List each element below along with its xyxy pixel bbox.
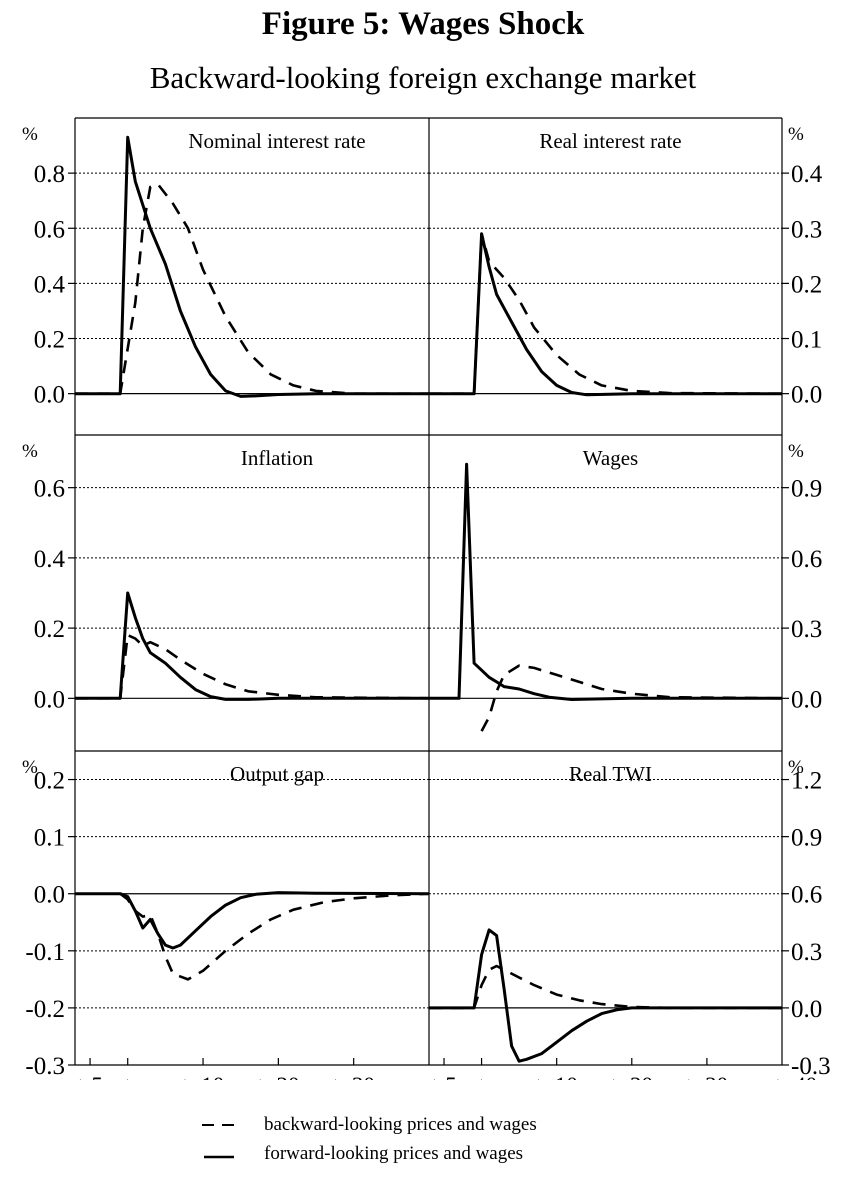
y-unit-label: % [788, 124, 804, 145]
y-tick-label: 0.9 [791, 825, 822, 852]
series-line-dashed [429, 964, 782, 1010]
series-line-solid [75, 591, 429, 701]
series-line-dashed [119, 892, 430, 981]
legend-item-dashed: backward-looking prices and wages [200, 1110, 537, 1139]
x-tick-label: t-5 [431, 1073, 457, 1080]
y-unit-label: % [22, 124, 38, 145]
panel-middle-right: 0.0 0.3 0.6 0.9% Wages [429, 441, 822, 732]
y-tick-label: -0.3 [25, 1053, 65, 1080]
series-line-dashed [480, 664, 783, 732]
legend: backward-looking prices and wages forwar… [200, 1110, 537, 1168]
y-tick-label: 0.6 [34, 476, 65, 503]
panel-title: Inflation [241, 446, 314, 470]
y-unit-label: % [22, 757, 38, 778]
y-tick-label: 0.3 [791, 616, 822, 643]
series-line-solid [75, 135, 429, 398]
legend-item-solid: forward-looking prices and wages [200, 1139, 537, 1168]
x-tick-label: t+30 [332, 1073, 374, 1080]
y-tick-label: -0.2 [25, 996, 65, 1023]
panel-title: Nominal interest rate [188, 129, 365, 153]
series-line-solid [429, 232, 782, 397]
solid-line-icon [204, 1155, 234, 1158]
panel-title: Real interest rate [539, 129, 681, 153]
series-line-dashed [75, 633, 430, 700]
y-tick-label: 0.4 [791, 161, 823, 188]
y-tick-label: 0.3 [791, 216, 822, 243]
y-tick-label: 0.6 [791, 546, 822, 573]
legend-label-solid: forward-looking prices and wages [264, 1143, 524, 1164]
series-line-solid [429, 462, 782, 701]
figure-title: Figure 5: Wages Shock [261, 6, 585, 42]
y-unit-label: % [22, 441, 38, 462]
y-tick-label: 0.0 [791, 382, 822, 409]
panel-bottom-left: -0.3 -0.2 -0.1 0.0 0.1 0.2% Output gap [22, 757, 430, 1080]
x-tick-label: t+30 [686, 1073, 728, 1080]
dashed-line-icon [202, 1123, 234, 1126]
y-tick-label: 0.3 [791, 939, 822, 966]
x-tick-label: t+40 [775, 1073, 817, 1080]
x-tick-label: t+20 [257, 1073, 299, 1080]
y-tick-label: 0.6 [34, 216, 65, 243]
series-line-dashed [75, 182, 429, 395]
y-tick-label: 0.2 [34, 327, 65, 354]
x-tick-label: t+20 [611, 1073, 653, 1080]
y-tick-label: 1.2 [791, 768, 822, 795]
panel-top-right: 0.0 0.1 0.2 0.3 0.4% Real interest rate [429, 124, 823, 409]
y-tick-label: 0.0 [791, 686, 822, 713]
series-line-solid [75, 891, 430, 950]
y-tick-label: 0.0 [34, 382, 65, 409]
y-tick-label: 0.0 [34, 882, 65, 909]
x-tick-label: t [125, 1073, 132, 1080]
y-tick-label: 0.1 [34, 825, 65, 852]
y-tick-label: 0.9 [791, 476, 822, 503]
y-tick-label: 0.1 [791, 327, 822, 354]
y-tick-label: 0.4 [34, 546, 66, 573]
y-tick-label: 0.2 [791, 271, 822, 298]
legend-label-dashed: backward-looking prices and wages [264, 1114, 537, 1135]
y-tick-label: -0.3 [791, 1053, 831, 1080]
x-tick-label: t [478, 1073, 485, 1080]
panel-bottom-right: -0.3 0.0 0.3 0.6 0.9 1.2% Real TWI [429, 757, 831, 1080]
y-tick-label: 0.4 [34, 271, 66, 298]
y-tick-label: 0.0 [34, 686, 65, 713]
x-tick-label: t+10 [182, 1073, 224, 1080]
figure-subtitle: Backward-looking foreign exchange market [149, 60, 697, 95]
series-line-solid [429, 928, 782, 1063]
y-tick-label: 0.2 [34, 768, 65, 795]
panel-title: Output gap [230, 762, 324, 786]
x-tick-label: t-5 [77, 1073, 103, 1080]
y-tick-label: 0.8 [34, 161, 65, 188]
y-unit-label: % [788, 441, 804, 462]
panel-title: Real TWI [569, 762, 652, 786]
panel-title: Wages [583, 446, 638, 470]
y-tick-label: 0.6 [791, 882, 822, 909]
panel-top-left: 0.0 0.2 0.4 0.6 0.8% Nominal interest rate [22, 124, 429, 409]
y-tick-label: 0.2 [34, 616, 65, 643]
y-tick-label: 0.0 [791, 996, 822, 1023]
chart-panels: 0.00.20.40.60.8% Nominal interest rate0.0… [22, 117, 831, 1080]
y-tick-label: -0.1 [25, 939, 65, 966]
series-line-dashed [429, 232, 783, 395]
panel-middle-left: 0.0 0.2 0.4 0.6% Inflation [22, 441, 430, 713]
y-unit-label: % [788, 757, 804, 778]
x-tick-label: t+10 [535, 1073, 577, 1080]
